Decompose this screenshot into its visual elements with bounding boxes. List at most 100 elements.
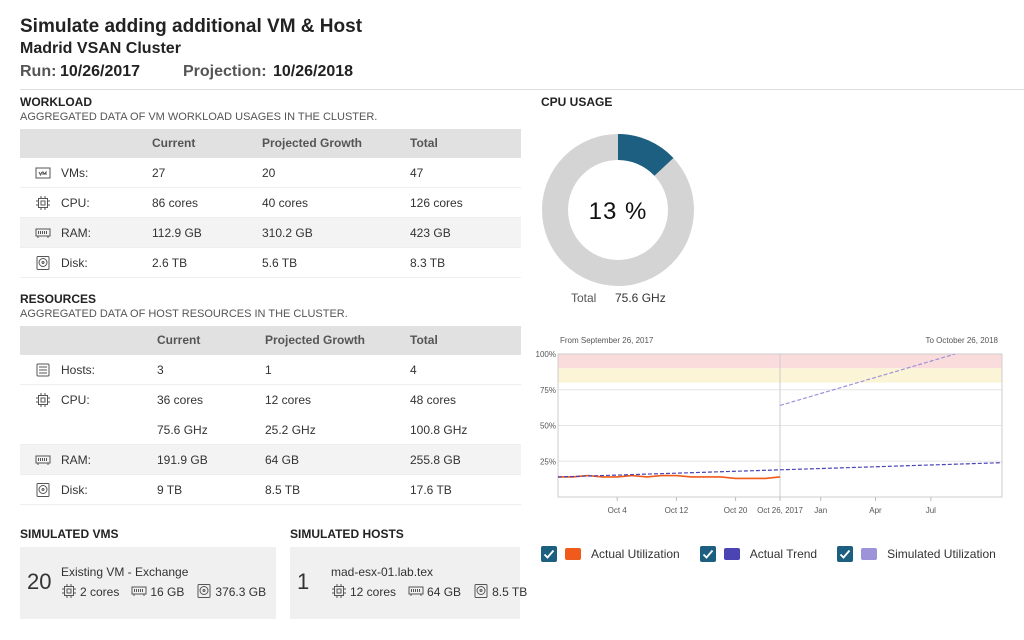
legend-checkbox[interactable] <box>837 546 854 562</box>
icon-ram <box>131 586 147 596</box>
icon-part <box>334 586 344 596</box>
row-label: Hosts: <box>61 363 96 377</box>
cell: 4 <box>410 363 417 377</box>
check-mark <box>543 549 555 559</box>
sim-cpu: 2 cores <box>80 585 120 599</box>
legend-label: Simulated Utilization <box>887 547 996 561</box>
x-tick-label: Apr <box>869 506 882 515</box>
icon-part <box>476 586 486 595</box>
x-tick-label: Oct 4 <box>608 506 628 515</box>
cell: 17.6 TB <box>410 483 452 497</box>
cell: 47 <box>410 166 424 180</box>
legend-checkbox[interactable] <box>699 546 716 562</box>
row-label: VMs: <box>61 166 89 180</box>
icon-part <box>38 395 48 405</box>
x-tick-label: Jan <box>814 506 827 515</box>
table-row <box>20 248 521 278</box>
table-row <box>20 475 521 505</box>
icon-ram <box>35 455 51 465</box>
sim-name: Existing VM - Exchange <box>61 565 189 579</box>
table-row <box>20 158 521 188</box>
line-chart: From September 26, 2017 To October 26, 20… <box>536 336 1003 515</box>
icon-part <box>332 584 346 598</box>
cell: 12 cores <box>265 393 312 407</box>
table-row <box>20 218 521 248</box>
cell: 86 cores <box>152 196 199 210</box>
y-tick-label: 100% <box>536 350 556 359</box>
cell: 40 cores <box>262 196 309 210</box>
section-title: CPU USAGE <box>541 95 613 109</box>
icon-part <box>474 584 488 598</box>
range-from: From September 26, 2017 <box>560 336 654 345</box>
cell: 20 <box>262 166 276 180</box>
cell: 310.2 GB <box>262 226 313 240</box>
column-header: Projected Growth <box>265 333 366 347</box>
run-value: 10/26/2017 <box>60 63 141 80</box>
section-title: SIMULATED HOSTS <box>290 527 404 541</box>
projection-label: Projection: <box>183 63 267 80</box>
projection-value: 10/26/2018 <box>273 63 354 80</box>
icon-part <box>410 589 422 596</box>
row-label: RAM: <box>61 453 91 467</box>
table-row <box>20 445 521 475</box>
icon-part <box>199 586 209 595</box>
icon-part <box>38 170 47 177</box>
icon-part <box>36 196 50 210</box>
table-row <box>20 385 521 445</box>
icon-ram <box>408 586 424 596</box>
icon-part <box>35 455 51 464</box>
cell: 75.6 GHz <box>157 423 208 437</box>
row-label: Disk: <box>61 256 88 270</box>
page-title: Simulate adding additional VM & Host <box>20 16 363 37</box>
range-to: To October 26, 2018 <box>926 336 999 345</box>
cell: 64 GB <box>265 453 300 467</box>
cell: 191.9 GB <box>157 453 208 467</box>
legend-label: Actual Trend <box>749 547 818 561</box>
icon-cpu <box>62 584 76 598</box>
legend-checkbox[interactable] <box>541 546 557 562</box>
cell: 112.9 GB <box>152 226 202 240</box>
total-value: 75.6 GHz <box>615 291 666 305</box>
icon-part <box>38 258 48 267</box>
x-tick-label: Jul <box>926 506 936 515</box>
cell: 3 <box>157 363 164 377</box>
icon-cpu <box>332 584 346 598</box>
legend-label: Actual Utilization <box>591 547 680 561</box>
row-label: CPU: <box>61 393 90 407</box>
section-title: WORKLOAD <box>20 95 92 109</box>
icon-part <box>37 458 49 465</box>
cell: 9 TB <box>157 483 183 497</box>
row-label: RAM: <box>61 226 91 240</box>
column-header: Current <box>152 136 196 150</box>
cell: 8.5 TB <box>265 483 301 497</box>
cell: 100.8 GHz <box>410 423 468 437</box>
donut-label: 13 % <box>589 198 648 225</box>
icon-disk <box>197 584 211 598</box>
donut-segment <box>618 134 674 176</box>
icon-part <box>38 485 48 494</box>
cell: 1 <box>265 363 272 377</box>
donut-chart: 13 % <box>542 134 694 286</box>
icon-cpu <box>36 196 50 210</box>
sim-count: 20 <box>27 569 52 594</box>
sim-box <box>20 547 276 619</box>
table-header <box>20 326 521 355</box>
icon-ram <box>35 228 51 238</box>
icon-part <box>336 588 342 594</box>
cluster-name: Madrid VSAN Cluster <box>20 40 181 57</box>
sim-name: mad-esx-01.lab.tex <box>331 565 434 579</box>
icon-part <box>36 483 50 497</box>
icon-part <box>38 198 48 208</box>
section-subtitle: AGGREGATED DATA OF VM WORKLOAD USAGES IN… <box>20 111 378 123</box>
sim-box <box>290 547 520 619</box>
icon-disk <box>36 256 50 270</box>
table-row <box>20 355 521 385</box>
section-title: SIMULATED VMS <box>20 527 119 541</box>
icon-vm <box>35 167 51 179</box>
x-tick-label: Oct 26, 2017 <box>757 506 803 515</box>
series-line <box>558 462 1002 478</box>
icon-part <box>479 589 483 592</box>
legend-swatch <box>723 548 740 560</box>
icon-part <box>36 393 50 407</box>
